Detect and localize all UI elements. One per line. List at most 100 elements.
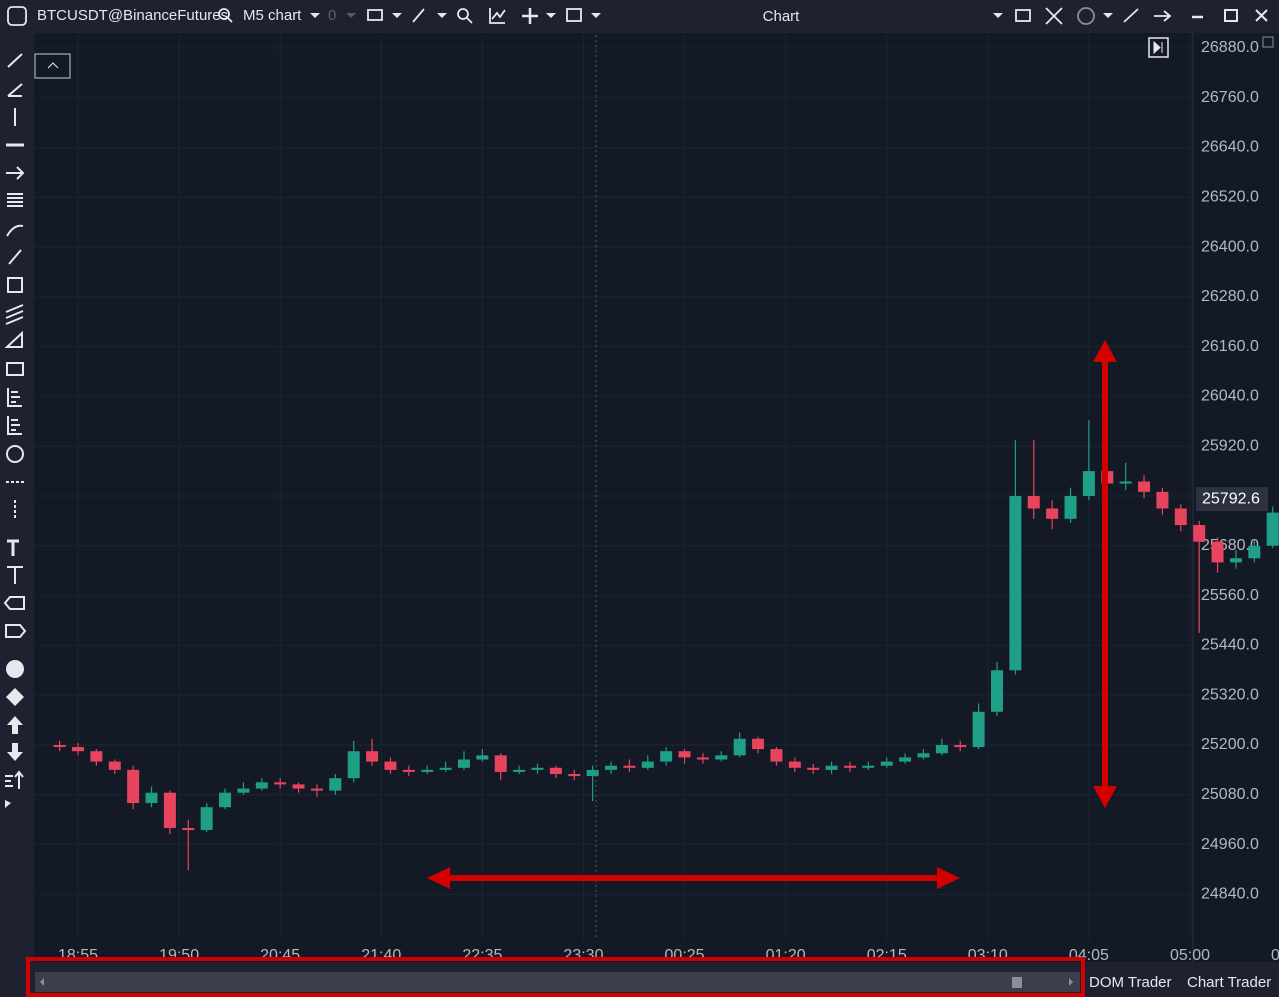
candle-body [531, 767, 544, 770]
tool-ray[interactable] [7, 83, 23, 97]
tool-arrow[interactable] [6, 166, 25, 180]
tool-rectangle[interactable] [6, 362, 24, 376]
link-icon[interactable] [1077, 7, 1095, 25]
candle-body [347, 751, 360, 779]
tool-ruler[interactable] [7, 277, 23, 293]
scroll-to-end[interactable] [1148, 37, 1169, 58]
x-tick-label: 23:30 [563, 947, 603, 964]
candle-body [972, 711, 985, 748]
candle-body [1064, 496, 1077, 519]
search-icon[interactable] [218, 8, 230, 20]
close[interactable] [1255, 9, 1268, 22]
candle-body [1119, 481, 1132, 484]
candle-body [182, 827, 195, 831]
zoom-icon[interactable] [457, 8, 469, 20]
candle-body [90, 751, 103, 762]
expand-icon[interactable] [1045, 7, 1063, 25]
y-tick-label: 25200.0 [1201, 736, 1259, 753]
candle-body [127, 769, 140, 804]
y-tick-label: 25320.0 [1201, 686, 1259, 703]
instrument[interactable]: BTCUSDT@BinanceFutures [37, 7, 228, 24]
toolbar-more[interactable] [5, 800, 11, 808]
draw-icon[interactable] [412, 8, 425, 23]
maximize[interactable] [1224, 9, 1238, 22]
candle-body [1266, 512, 1279, 546]
tool-diamond[interactable] [6, 688, 24, 706]
snapshot-icon[interactable] [1015, 9, 1031, 22]
candle-body [384, 761, 397, 770]
candle-body [623, 765, 636, 768]
interval[interactable]: M5 chart [243, 7, 302, 24]
scrollbar-thumb[interactable] [1012, 977, 1022, 988]
candle-body [1156, 491, 1169, 509]
tool-text[interactable] [7, 566, 23, 584]
tab[interactable]: Chart Trader [1187, 974, 1271, 991]
collapse-button[interactable] [34, 53, 71, 79]
y-tick-label: 26280.0 [1201, 288, 1259, 305]
candle-body [421, 769, 434, 772]
candle-body [1229, 558, 1242, 563]
y-tick-label: 26640.0 [1201, 139, 1259, 156]
tool-fib-time[interactable] [7, 388, 22, 407]
app-icon[interactable] [7, 6, 27, 26]
axis-menu[interactable] [1262, 36, 1274, 48]
candle-body [696, 757, 709, 760]
scrollbar[interactable] [35, 972, 1080, 992]
last-price-label: 25792.6 [1202, 490, 1260, 507]
x-tick-label: 00:25 [665, 947, 705, 964]
templates-icon[interactable] [566, 8, 582, 22]
tool-channel[interactable] [5, 304, 24, 325]
candle-body [402, 769, 415, 772]
tool-label[interactable] [3, 596, 25, 610]
tool-triangle[interactable] [4, 330, 23, 348]
y-tick-label: 26760.0 [1201, 89, 1259, 106]
candle-body [1138, 481, 1151, 492]
candle-body [935, 744, 948, 754]
tool-arrow-down[interactable] [7, 743, 23, 761]
tools-icon[interactable] [1123, 8, 1139, 23]
candle-body [72, 747, 84, 752]
candle-body [310, 788, 323, 791]
y-tick-label: 25560.0 [1201, 587, 1259, 604]
tool-fib[interactable] [7, 193, 23, 207]
tool-pencil[interactable] [8, 249, 22, 265]
indicators-icon[interactable] [489, 8, 506, 24]
candle-body [862, 765, 875, 768]
bars-back[interactable]: 0 [328, 7, 336, 24]
add-icon[interactable] [522, 8, 538, 24]
candle-body [1174, 508, 1187, 526]
data-box-icon[interactable] [367, 9, 383, 21]
tool-ellipse[interactable] [6, 445, 24, 463]
tool-text-lock[interactable] [7, 539, 19, 556]
candle-body [880, 761, 893, 766]
candle-body [108, 761, 121, 770]
pin-icon[interactable] [1154, 10, 1172, 22]
x-tick-label: 02:15 [867, 947, 907, 964]
y-tick-label: 26160.0 [1201, 338, 1259, 355]
tool-line[interactable] [7, 53, 23, 68]
candle-body [292, 784, 305, 789]
candle-body [715, 755, 728, 760]
candle-body [476, 755, 489, 760]
tab[interactable]: DOM Trader [1089, 974, 1172, 991]
tool-gann[interactable] [7, 416, 22, 435]
candle-body [53, 744, 66, 748]
tool-price-label[interactable] [5, 624, 27, 638]
candle-body [1193, 525, 1206, 542]
x-tick-label: 03:10 [968, 947, 1008, 964]
tool-dot[interactable] [6, 660, 24, 678]
marker-tools [5, 660, 24, 808]
candle-body [1009, 496, 1022, 671]
candle-body [752, 738, 765, 750]
tool-order[interactable] [5, 770, 24, 789]
candle-body [586, 769, 599, 777]
y-tick-label: 25920.0 [1201, 437, 1259, 454]
candle-body [1027, 496, 1040, 509]
tool-curve[interactable] [6, 224, 24, 237]
candle-body [825, 765, 838, 770]
x-tick-label: 20:45 [260, 947, 300, 964]
candle-body [1248, 545, 1261, 559]
candle-body [439, 767, 452, 770]
tool-arrow-up[interactable] [7, 716, 23, 734]
candle-body [145, 792, 158, 804]
